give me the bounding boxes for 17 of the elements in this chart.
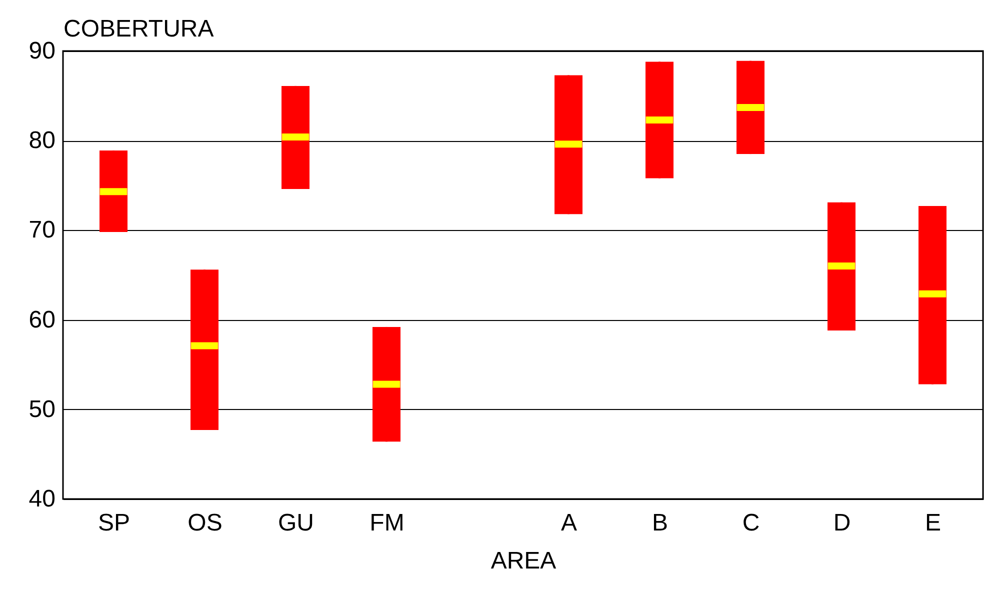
x-tick-label: B — [652, 510, 668, 536]
x-tick-label: C — [742, 510, 760, 536]
x-tick-label: E — [924, 510, 942, 536]
x-tick-label: D — [833, 510, 851, 536]
x-tick-label: FM — [370, 510, 404, 536]
y-tick-label: 80 — [28, 127, 56, 154]
y-tick-label: 60 — [28, 306, 56, 334]
y-tick-label: 40 — [28, 486, 56, 512]
x-tick-label: GU — [278, 510, 314, 536]
y-axis-title: COBERTURA — [64, 16, 214, 42]
y-tick-label: 70 — [28, 216, 56, 244]
y-tick-label: 90 — [28, 38, 56, 64]
x-tick-label: A — [560, 510, 578, 536]
x-tick-label: SP — [98, 510, 130, 536]
y-tick-label: 50 — [28, 396, 56, 423]
x-axis-title: AREA — [490, 548, 556, 574]
x-tick-label: OS — [188, 510, 222, 536]
